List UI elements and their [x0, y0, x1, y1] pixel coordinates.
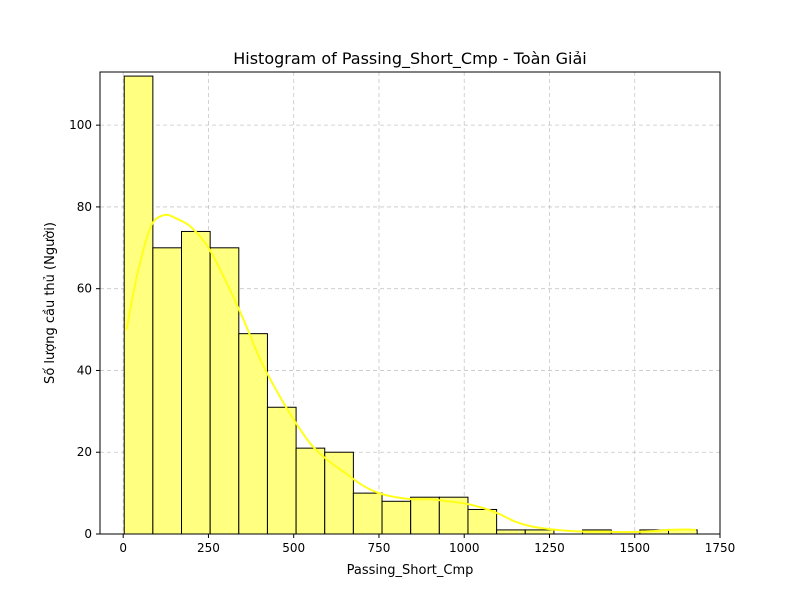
tick-layer: 0 250 500 750 1000 1250 1500 1750 0 20 40 60 80 100: [69, 118, 735, 555]
histogram-bar: [496, 529, 526, 535]
histogram-bar: [381, 500, 412, 535]
histogram-bar: [467, 508, 498, 535]
x-tick-label: 750: [368, 541, 391, 555]
kde-layer: [125, 213, 697, 534]
histogram-bar: [324, 451, 354, 535]
histogram-bar: [524, 529, 555, 535]
x-tick-label: 500: [282, 541, 305, 555]
grid-layer: [100, 72, 721, 535]
y-tick-label: 100: [69, 118, 92, 132]
y-tick-label: 60: [77, 282, 92, 296]
plot-frame: [99, 71, 721, 535]
histogram-bar: [123, 75, 154, 535]
y-axis-label: Số lượng cầu thủ (Người): [43, 222, 58, 384]
histogram-bar: [209, 247, 240, 535]
kde-curve: [125, 213, 697, 534]
histogram-bar: [352, 492, 383, 535]
y-tick-label: 0: [84, 527, 92, 541]
histogram-bar: [266, 406, 297, 535]
y-tick-label: 80: [77, 200, 92, 214]
x-tick-label: 1750: [705, 541, 736, 555]
histogram-bar: [410, 496, 440, 535]
y-tick-label: 20: [77, 445, 92, 459]
histogram-bar: [152, 247, 183, 535]
bar-layer: [123, 75, 698, 535]
x-tick-label: 0: [119, 541, 127, 555]
x-axis-label: Passing_Short_Cmp: [347, 563, 474, 578]
x-tick-label: 1000: [449, 541, 480, 555]
chart-title: Histogram of Passing_Short_Cmp - Toàn Gi…: [233, 49, 587, 69]
x-tick-label: 1250: [534, 541, 565, 555]
histogram-bar: [181, 230, 211, 535]
x-tick-label: 1500: [619, 541, 650, 555]
histogram-bar: [295, 447, 326, 535]
y-tick-label: 40: [77, 363, 92, 377]
x-tick-label: 250: [197, 541, 220, 555]
